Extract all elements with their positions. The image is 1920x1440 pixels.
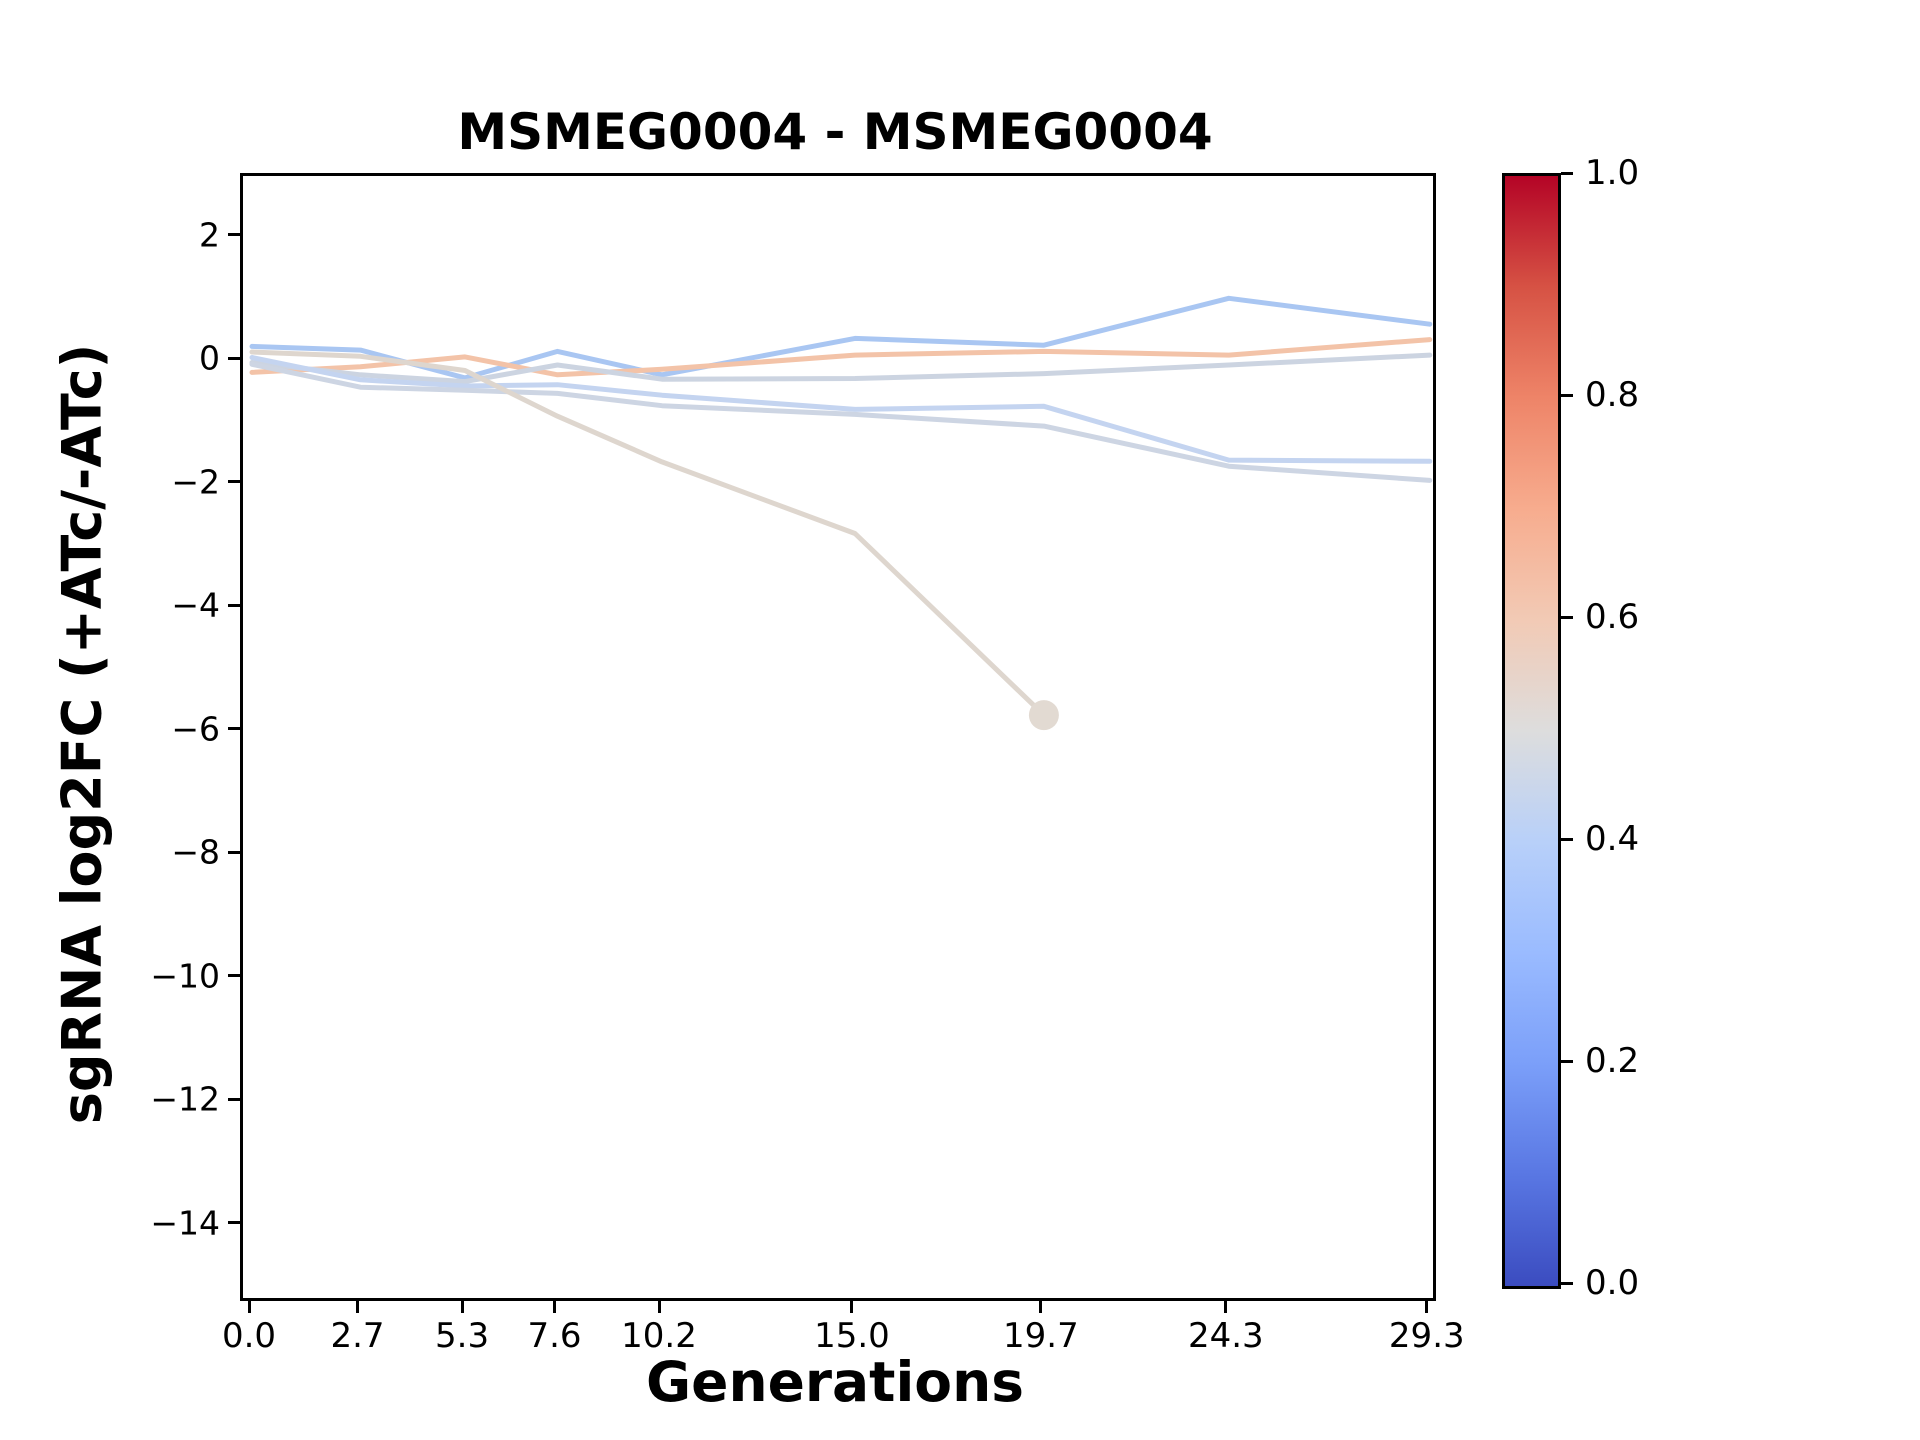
x-tick-mark — [1224, 1301, 1228, 1313]
colorbar-tick-label: 1.0 — [1585, 153, 1640, 193]
y-tick-label: 0 — [199, 338, 220, 378]
x-tick-label: 24.3 — [1187, 1316, 1264, 1356]
x-tick-mark — [850, 1301, 854, 1313]
x-tick-label: 5.3 — [435, 1316, 490, 1356]
y-tick-mark — [228, 1221, 240, 1225]
colorbar-tick-mark — [1561, 171, 1573, 175]
end-marker-sgRNA-gray-dropout — [1028, 700, 1059, 731]
colorbar-tick-label: 0.2 — [1585, 1041, 1640, 1081]
colorbar — [1502, 173, 1561, 1289]
y-tick-label: −10 — [150, 956, 220, 996]
colorbar-tick-label: 0.8 — [1585, 375, 1640, 415]
colorbar-tick-mark — [1561, 837, 1573, 841]
y-tick-label: −8 — [171, 832, 220, 872]
chart-title: MSMEG0004 - MSMEG0004 — [457, 103, 1213, 161]
y-axis-label: sgRNA log2FC (+ATc/-ATc) — [50, 343, 114, 1125]
y-tick-mark — [228, 974, 240, 978]
y-tick-label: −6 — [171, 709, 220, 749]
colorbar-tick-mark — [1561, 615, 1573, 619]
x-tick-mark — [553, 1301, 556, 1313]
y-tick-mark — [228, 1097, 240, 1101]
colorbar-tick-mark — [1561, 1059, 1573, 1063]
y-tick-label: −14 — [150, 1203, 220, 1243]
colorbar-tick-mark — [1561, 393, 1573, 397]
y-tick-label: −4 — [171, 585, 220, 625]
y-tick-mark — [228, 850, 240, 854]
x-tick-label: 2.7 — [330, 1316, 385, 1356]
series-lines — [249, 295, 1433, 731]
x-tick-label: 29.3 — [1388, 1316, 1465, 1356]
colorbar-tick-label: 0.6 — [1585, 597, 1640, 637]
x-axis-label: Generations — [646, 1350, 1024, 1414]
x-tick-mark — [247, 1301, 251, 1313]
x-tick-label: 15.0 — [814, 1316, 890, 1356]
line-sgRNA-steel — [249, 352, 1433, 385]
x-tick-label: 19.7 — [1003, 1316, 1079, 1356]
line-sgRNA-lightblue — [249, 355, 1433, 464]
y-tick-mark — [228, 480, 240, 484]
x-tick-mark — [460, 1301, 464, 1313]
y-tick-label: 2 — [199, 215, 220, 255]
colorbar-tick-mark — [1561, 1281, 1573, 1285]
y-tick-mark — [228, 603, 240, 607]
y-tick-mark — [228, 233, 240, 237]
x-tick-mark — [657, 1301, 661, 1313]
colorbar-tick-label: 0.4 — [1585, 819, 1640, 859]
x-tick-label: 10.2 — [621, 1316, 697, 1356]
y-tick-label: −12 — [150, 1079, 220, 1119]
y-tick-mark — [228, 356, 240, 360]
y-tick-mark — [228, 727, 240, 731]
x-tick-mark — [356, 1301, 360, 1313]
y-tick-label: −2 — [171, 462, 220, 502]
x-tick-mark — [1039, 1301, 1043, 1313]
x-tick-label: 7.6 — [527, 1316, 582, 1356]
plot-area — [240, 173, 1436, 1301]
line-sgRNA-gray-dropout — [249, 349, 1047, 718]
colorbar-tick-label: 0.0 — [1585, 1263, 1640, 1303]
line-sgRNA-bluegray — [249, 361, 1433, 483]
x-tick-label: 0.0 — [221, 1316, 277, 1356]
x-tick-mark — [1425, 1301, 1429, 1313]
